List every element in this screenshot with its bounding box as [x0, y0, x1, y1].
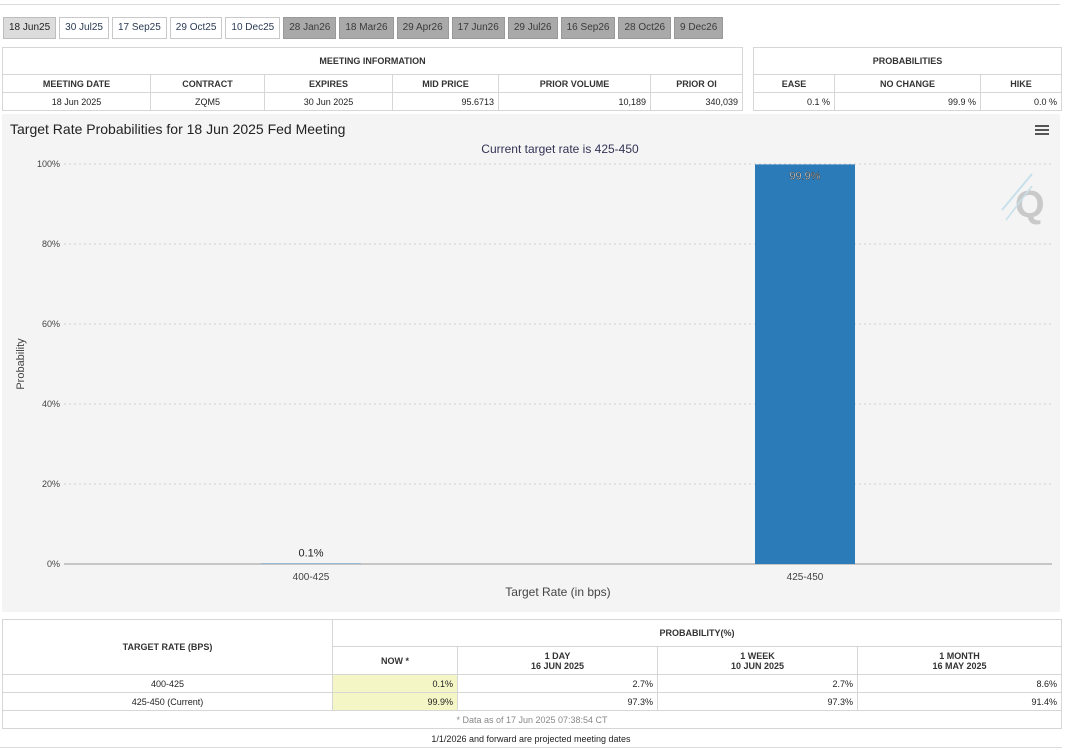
x-tick-label: 400-425 [293, 572, 330, 583]
y-tick-label: 100% [37, 159, 60, 169]
y-tick-label: 60% [42, 319, 60, 329]
tab-meeting[interactable]: 10 Dec25 [225, 17, 281, 39]
no-change-value: 99.9 % [834, 92, 981, 111]
row-month: 8.6% [857, 674, 1062, 693]
mid-price-value: 95.6713 [392, 92, 499, 111]
tab-meeting[interactable]: 29 Oct25 [169, 17, 223, 39]
table-row: 400-425 0.1% 2.7% 2.7% 8.6% [2, 674, 1062, 693]
tab-meeting[interactable]: 30 Jul25 [59, 17, 109, 39]
row-rate: 400-425 [2, 674, 333, 693]
col-1-week: 1 WEEK 10 JUN 2025 [657, 646, 858, 675]
col-prior-oi: PRIOR OI [650, 74, 743, 93]
tab-meeting[interactable]: 9 Dec26 [674, 17, 724, 39]
meeting-date-value: 18 Jun 2025 [2, 92, 151, 111]
chart-title: Target Rate Probabilities for 18 Jun 202… [10, 121, 346, 137]
target-rate-chart: Target Rate Probabilities for 18 Jun 202… [2, 114, 1060, 612]
y-tick-label: 0% [47, 559, 60, 569]
row-now: 99.9% [332, 692, 458, 711]
row-now: 0.1% [332, 674, 458, 693]
col-contract: CONTRACT [150, 74, 265, 93]
tab-meeting[interactable]: 28 Jan26 [283, 17, 337, 39]
col-no-change: NO CHANGE [834, 74, 981, 93]
probabilities-title: PROBABILITIES [753, 47, 1062, 75]
col-expires: EXPIRES [264, 74, 393, 93]
projection-note: 1/1/2026 and forward are projected meeti… [431, 734, 631, 744]
col-prior-volume: PRIOR VOLUME [498, 74, 651, 93]
tab-meeting[interactable]: 17 Jun26 [451, 17, 505, 39]
data-as-of-note: * Data as of 17 Jun 2025 07:38:54 CT [2, 710, 1062, 729]
tab-meeting[interactable]: 17 Sep25 [111, 17, 167, 39]
meeting-info-title: MEETING INFORMATION [2, 47, 743, 75]
prior-volume-value: 10,189 [498, 92, 651, 111]
chart-menu-icon[interactable] [1035, 125, 1049, 136]
data-label: 99.9% [789, 170, 820, 182]
probabilities-table: PROBABILITIES EASE NO CHANGE HIKE 0.1 % … [753, 47, 1062, 111]
x-tick-label: 425-450 [787, 572, 824, 583]
row-day: 97.3% [457, 692, 658, 711]
col-target-rate: TARGET RATE (BPS) [2, 619, 333, 675]
row-rate: 425-450 (Current) [2, 692, 333, 711]
prior-oi-value: 340,039 [650, 92, 743, 111]
y-tick-label: 40% [42, 399, 60, 409]
tab-meeting[interactable]: 18 Mar26 [339, 17, 394, 39]
table-row: 425-450 (Current) 99.9% 97.3% 97.3% 91.4… [2, 692, 1062, 711]
meeting-tabs: 18 Jun25 30 Jul25 17 Sep25 29 Oct25 10 Dec25… [3, 17, 724, 39]
bar [755, 164, 855, 564]
row-month: 91.4% [857, 692, 1062, 711]
probability-history-table: TARGET RATE (BPS) PROBABILITY(%) NOW * 1… [2, 619, 1062, 729]
y-axis-title: Probability [15, 338, 27, 390]
hike-value: 0.0 % [980, 92, 1062, 111]
tab-meeting[interactable]: 29 Jul26 [507, 17, 558, 39]
x-axis-title: Target Rate (in bps) [505, 585, 610, 599]
tab-meeting[interactable]: 16 Sep26 [560, 17, 616, 39]
chart-subtitle: Current target rate is 425-450 [481, 142, 639, 156]
meeting-info-table: MEETING INFORMATION MEETING DATE CONTRAC… [2, 47, 743, 111]
col-mid-price: MID PRICE [392, 74, 499, 93]
tab-meeting[interactable]: 18 Jun25 [3, 17, 57, 39]
q-logo-icon: Q [1001, 173, 1045, 226]
row-week: 2.7% [657, 674, 858, 693]
y-tick-label: 80% [42, 239, 60, 249]
svg-text:Q: Q [1015, 184, 1045, 226]
row-week: 97.3% [657, 692, 858, 711]
top-divider [0, 4, 1060, 5]
col-1-month: 1 MONTH 16 MAY 2025 [857, 646, 1062, 675]
col-ease: EASE [753, 74, 835, 93]
contract-value: ZQM5 [150, 92, 265, 111]
col-meeting-date: MEETING DATE [2, 74, 151, 93]
expires-value: 30 Jun 2025 [264, 92, 393, 111]
col-now: NOW * [332, 646, 458, 675]
col-hike: HIKE [980, 74, 1062, 93]
tab-meeting[interactable]: 28 Oct26 [618, 17, 672, 39]
tab-meeting[interactable]: 29 Apr26 [396, 17, 449, 39]
ease-value: 0.1 % [753, 92, 835, 111]
y-tick-label: 20% [42, 479, 60, 489]
bottom-divider [0, 747, 1062, 748]
col-probability: PROBABILITY(%) [332, 619, 1062, 647]
chart-plot: 0% 20% 40% 60% 80% 100% 400-425 0.1% 425-450 99.9… [15, 159, 1052, 599]
col-1-day: 1 DAY 16 JUN 2025 [457, 646, 658, 675]
row-day: 2.7% [457, 674, 658, 693]
data-label: 0.1% [298, 548, 323, 560]
